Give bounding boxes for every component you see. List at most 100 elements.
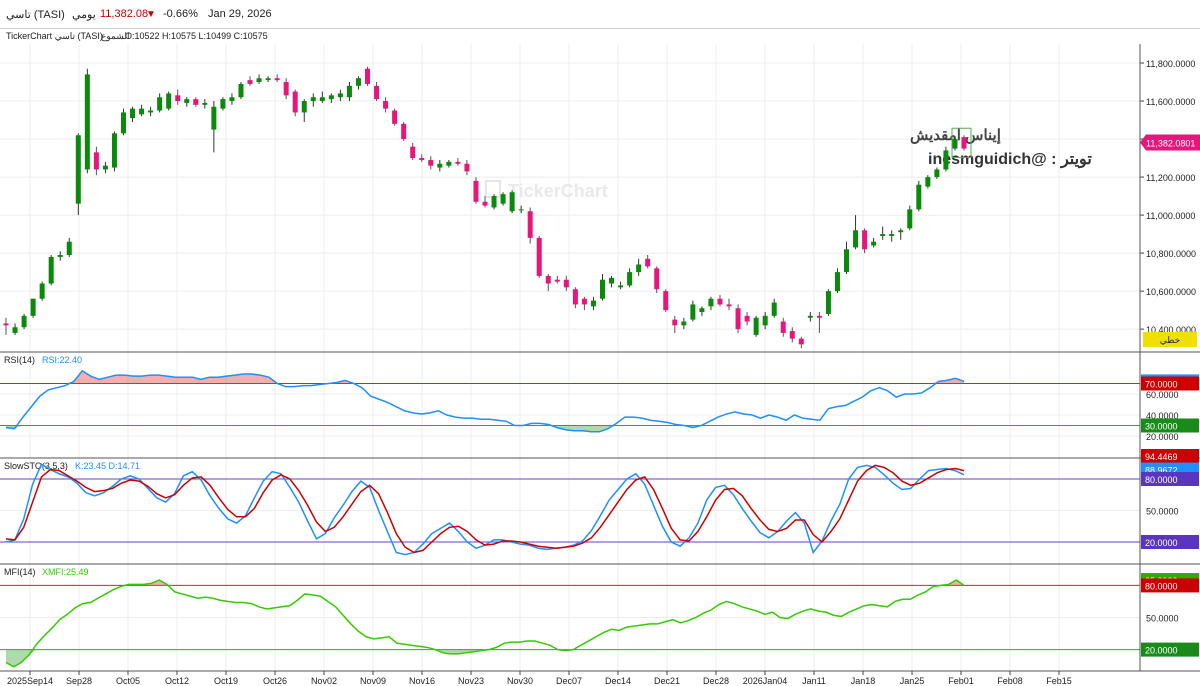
candle-body	[807, 315, 813, 318]
series-line	[5, 369, 965, 433]
candle-body	[283, 82, 289, 96]
candle-body	[609, 277, 615, 284]
level-badge	[1141, 418, 1199, 433]
candle-body	[446, 161, 452, 166]
y-tick-label: 60.0000	[1146, 390, 1179, 400]
candle-body	[148, 110, 154, 113]
candle-body	[645, 258, 651, 267]
candle-body	[599, 279, 605, 299]
candle-body	[825, 291, 831, 314]
x-tick-label: Dec21	[654, 676, 680, 686]
candle-body	[157, 97, 163, 111]
candle-body	[21, 315, 27, 328]
candle-body	[509, 192, 515, 212]
candle-body	[374, 85, 380, 100]
candle-body	[925, 177, 931, 187]
x-tick-label: Oct05	[116, 676, 140, 686]
x-tick-label: Dec28	[703, 676, 729, 686]
candle-body	[834, 272, 840, 292]
candle-body	[12, 327, 18, 333]
candle-body	[392, 110, 398, 124]
y-tick-label: 10,800.0000	[1146, 249, 1196, 259]
candle-body	[618, 285, 624, 288]
candle-body	[3, 323, 9, 326]
x-tick-label: Nov16	[409, 676, 435, 686]
chart-title: TickerChart تاسي (TASI)	[6, 31, 103, 41]
candle-body	[319, 97, 325, 102]
y-tick-label: 10,400.0000	[1146, 325, 1196, 335]
brand-logo-icon	[485, 180, 501, 198]
x-tick-label: Feb08	[997, 676, 1023, 686]
y-tick-label: 40.0000	[1146, 411, 1179, 421]
candle-body	[130, 108, 136, 119]
x-tick-label: Oct12	[165, 676, 189, 686]
candle-body	[636, 264, 642, 273]
y-tick-label: 11,000.0000	[1146, 211, 1195, 221]
candle-body	[120, 112, 126, 134]
candle-body	[66, 241, 72, 256]
candlestick-series	[3, 66, 972, 349]
candle-body	[907, 209, 913, 229]
candle-body	[93, 152, 99, 170]
candle-body	[563, 279, 569, 288]
candle-body	[184, 99, 190, 103]
candle-body	[48, 256, 54, 284]
line-mode-button-label: خطي	[1160, 335, 1180, 345]
x-tick-label: Nov23	[458, 676, 484, 686]
candle-body	[193, 99, 199, 105]
candle-body	[437, 163, 443, 168]
candle-body	[292, 91, 298, 113]
info-line: TickerChart تاسي (TASI) الشموع O:10522 H…	[0, 29, 1200, 43]
period-label[interactable]: يومي	[72, 9, 96, 21]
candle-body	[789, 331, 795, 339]
candle-body	[690, 304, 696, 320]
x-tick-label: Jan11	[802, 676, 826, 686]
candle-body	[84, 74, 90, 170]
candle-body	[527, 211, 533, 238]
candle-body	[572, 289, 578, 305]
symbol-label[interactable]: تاسي (TASI)	[6, 9, 65, 21]
y-tick-label: 50.0000	[1146, 614, 1179, 624]
x-tick-label: Nov02	[311, 676, 337, 686]
candle-body	[75, 135, 81, 204]
candle-body	[798, 338, 804, 345]
candle-body	[229, 97, 235, 102]
overbought-fill	[6, 370, 964, 384]
x-tick-label: Feb15	[1046, 676, 1072, 686]
candle-body	[880, 234, 886, 236]
candle-body	[853, 230, 859, 248]
candle-body	[699, 308, 705, 313]
panel-value-label: K:23.45 D:14.71	[75, 461, 140, 471]
ohlc-values: O:10522 H:10575 L:10499 C:10575	[125, 31, 268, 41]
candle-body	[581, 298, 587, 305]
candle-body	[220, 99, 226, 109]
candle-body	[57, 255, 63, 257]
candle-body	[410, 146, 416, 159]
panel-value-label: XMFI:25.49	[42, 567, 89, 577]
chart-area[interactable]: TickerChart إيناس امقديش تويتر : @inesmg…	[0, 44, 1200, 686]
candle-body	[681, 321, 687, 326]
level-badge	[1141, 376, 1199, 391]
candle-body	[590, 300, 596, 307]
candle-body	[762, 315, 768, 326]
candle-body	[934, 169, 940, 178]
candle-body	[491, 196, 497, 208]
panel-title: RSI(14)	[4, 355, 35, 365]
candle-body	[771, 302, 777, 316]
top-bar: تاسي (TASI) يومي 11,382.08 ▼ -0.66% Jan …	[0, 0, 1200, 29]
x-tick-label: Dec14	[605, 676, 631, 686]
candle-body	[744, 315, 750, 322]
indicator-panels: RSI(14) RSI:22.40 SlowSTO(3,5,3) K:23.45 D:…	[0, 351, 1200, 668]
candle-body	[717, 298, 723, 305]
change-down-icon: ▼	[146, 9, 156, 20]
level-badge	[1141, 578, 1199, 593]
x-tick-label: Jan25	[900, 676, 925, 686]
x-tick-label: Sep28	[66, 676, 92, 686]
y-tick-label: 50.0000	[1146, 507, 1179, 517]
candle-body	[355, 78, 361, 86]
candle-body	[428, 159, 434, 166]
candle-body	[310, 97, 316, 102]
level-badge	[1141, 449, 1199, 463]
candle-body	[211, 106, 217, 130]
candle-body	[139, 108, 145, 115]
